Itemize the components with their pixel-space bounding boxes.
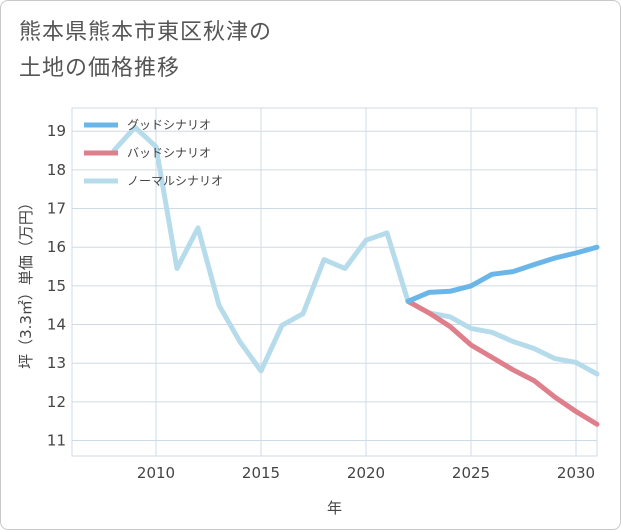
series-line-0 — [405, 244, 600, 304]
x-tick-label-2010: 2010 — [137, 464, 175, 482]
tick-labels: 2010 2015 2020 2025 2030 11 12 13 14 15 16 17 18 19 — [47, 122, 595, 482]
y-tick-label-16: 16 — [47, 238, 66, 256]
legend-label-2: ノーマルシナリオ — [127, 174, 223, 188]
series-line-2 — [111, 124, 600, 377]
title-line-2: 土地の価格推移 — [19, 56, 181, 81]
y-tick-label-12: 12 — [47, 393, 66, 411]
y-tick-label-18: 18 — [47, 161, 66, 179]
y-tick-label-11: 11 — [47, 432, 66, 450]
y-tick-label-17: 17 — [47, 200, 66, 218]
plot-frame — [71, 107, 598, 457]
x-tick-label-2030: 2030 — [557, 464, 595, 482]
x-tick-label-2015: 2015 — [242, 464, 280, 482]
y-tick-label-19: 19 — [47, 122, 66, 140]
legend-label-0: グッドシナリオ — [127, 118, 211, 132]
x-tick-label-2020: 2020 — [347, 464, 385, 482]
title-line-1: 熊本県熊本市東区秋津の — [19, 20, 273, 45]
grid — [71, 107, 598, 457]
y-tick-label-14: 14 — [47, 316, 66, 334]
legend-label-1: バッドシナリオ — [127, 146, 211, 160]
chart-title: 熊本県熊本市東区秋津の 土地の価格推移 — [19, 15, 272, 87]
y-tick-label-13: 13 — [47, 354, 66, 372]
y-axis-label: 坪（3.3㎡）単価（万円） — [17, 195, 35, 369]
series-line-1 — [405, 298, 600, 427]
y-tick-label-15: 15 — [47, 277, 66, 295]
series-lines — [111, 124, 600, 427]
x-axis-label: 年 — [327, 499, 342, 517]
x-tick-label-2025: 2025 — [452, 464, 490, 482]
